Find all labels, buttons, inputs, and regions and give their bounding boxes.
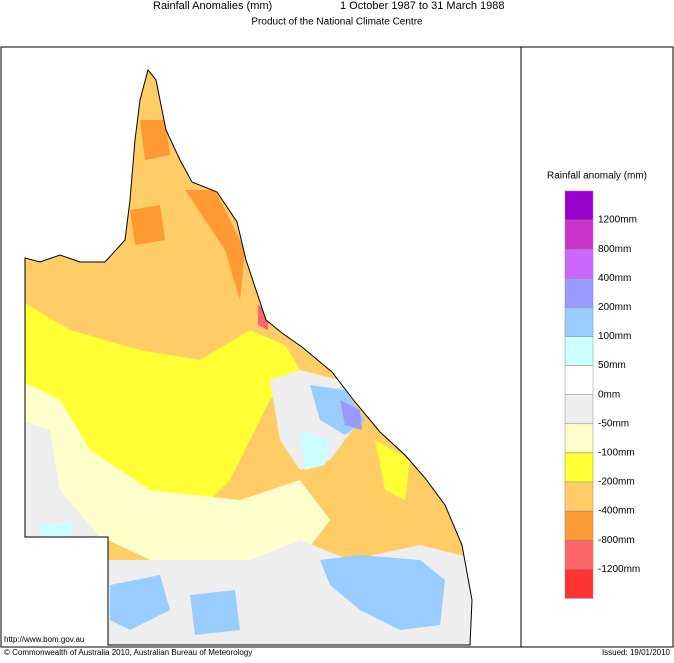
legend-label: 100mm xyxy=(598,331,631,342)
map-period: 1 October 1987 to 31 March 1988 xyxy=(340,0,505,12)
legend-label: 400mm xyxy=(598,273,631,284)
legend-label: -50mm xyxy=(598,418,629,429)
legend-title: Rainfall anomaly (mm) xyxy=(547,171,647,182)
legend-swatch xyxy=(564,278,594,308)
map-subtitle: Product of the National Climate Centre xyxy=(251,17,423,28)
legend-label: 200mm xyxy=(598,302,631,313)
footer-copyright: © Commonwealth of Australia 2010, Austra… xyxy=(4,648,252,657)
map-title: Rainfall Anomalies (mm) xyxy=(153,0,272,12)
legend-label: -200mm xyxy=(598,477,635,488)
legend-swatch xyxy=(564,365,594,395)
legend: 1200mm 800mm 400mm 200mm 100mm 50mm 0mm -50mm -1… xyxy=(564,190,640,599)
legend-label: 1200mm xyxy=(598,215,637,226)
legend-swatch xyxy=(564,481,594,512)
anomaly-map xyxy=(25,70,472,645)
legend-label: 800mm xyxy=(598,244,631,255)
legend-swatch xyxy=(564,423,594,454)
legend-label: -1200mm xyxy=(598,564,640,575)
legend-swatch xyxy=(564,510,594,541)
legend-swatch xyxy=(564,539,594,570)
legend-label: -400mm xyxy=(598,506,635,517)
legend-swatch xyxy=(564,307,594,337)
footer-url: http://www.bom.gov.au xyxy=(4,635,84,644)
legend-swatch xyxy=(564,569,594,599)
legend-swatch xyxy=(564,219,594,250)
legend-label: 0mm xyxy=(598,389,620,400)
legend-label: 50mm xyxy=(598,360,626,371)
legend-swatch xyxy=(564,190,594,221)
legend-label: -800mm xyxy=(598,535,635,546)
legend-swatch xyxy=(564,248,594,279)
footer-issued: Issued: 19/01/2010 xyxy=(602,648,671,657)
legend-label: -100mm xyxy=(598,448,635,459)
frame xyxy=(0,46,674,648)
legend-swatch xyxy=(564,336,594,366)
legend-swatch xyxy=(564,394,594,425)
legend-swatch xyxy=(564,452,594,483)
